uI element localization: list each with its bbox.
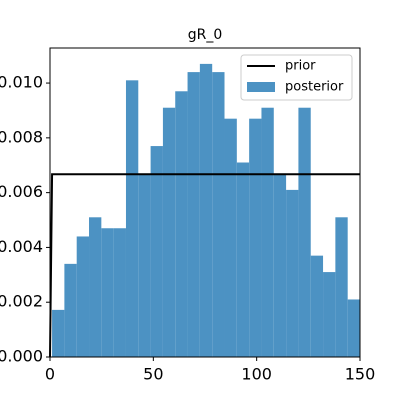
histogram-bar	[125, 80, 139, 358]
y-tick-label: 0.010	[0, 73, 43, 92]
histogram-bar	[298, 107, 311, 358]
x-tick-label: 150	[345, 365, 376, 384]
histogram-bar	[138, 173, 151, 357]
y-tick-label: 0.006	[0, 182, 43, 201]
histogram-bar	[113, 228, 126, 357]
histogram-bar	[89, 217, 102, 357]
histogram-bar	[64, 263, 77, 357]
histogram-bar	[76, 236, 90, 357]
y-tick-label: 0.000	[0, 347, 43, 366]
x-tick-label: 50	[143, 365, 163, 384]
histogram-bar	[212, 72, 225, 357]
x-tick-label: 100	[241, 365, 272, 384]
y-tick-label: 0.004	[0, 237, 43, 256]
histogram-bar	[162, 107, 176, 358]
histogram-bar	[310, 255, 324, 357]
prior-line	[49, 173, 360, 358]
histogram-bar	[261, 107, 274, 358]
plot-frame	[49, 47, 361, 358]
x-tick-label: 0	[45, 365, 55, 384]
histogram-bar	[249, 118, 262, 357]
histogram-bar	[236, 162, 250, 357]
histogram-bar	[150, 146, 163, 357]
y-tick-label: 0.002	[0, 292, 43, 311]
histogram-bar	[286, 189, 299, 357]
histogram-bar	[199, 63, 213, 357]
legend-label: prior	[285, 59, 316, 74]
chart-title: gR_0	[188, 27, 223, 43]
histogram-bar	[187, 72, 200, 357]
y-tick-label: 0.008	[0, 127, 43, 146]
histogram-bar	[101, 228, 114, 357]
legend-label: posterior	[285, 80, 344, 95]
histogram-bar	[224, 118, 237, 357]
histogram-bar	[347, 299, 360, 357]
histogram-bar	[175, 91, 188, 357]
histogram-bar	[273, 173, 287, 357]
histogram-bar	[323, 272, 336, 357]
histogram-bar	[52, 309, 65, 357]
legend-swatch	[247, 82, 275, 92]
histogram-bar	[335, 217, 348, 357]
